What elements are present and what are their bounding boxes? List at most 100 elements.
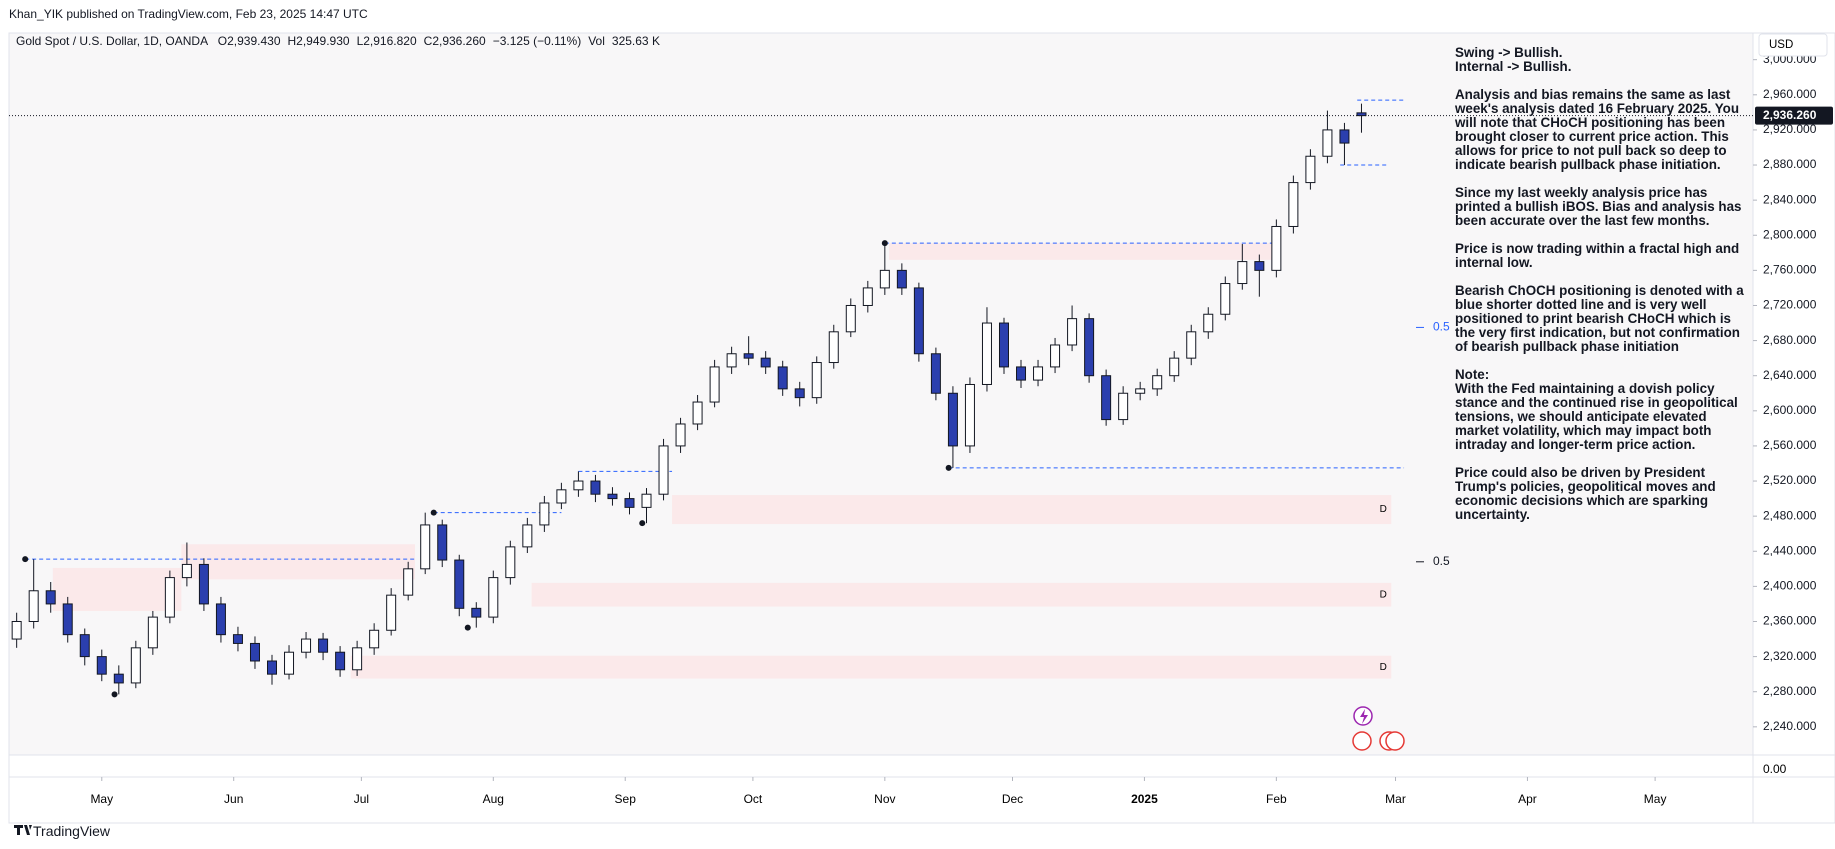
y-tick-label: 2,800.000 <box>1763 227 1817 241</box>
zone-label: D <box>1380 504 1387 515</box>
economic-event-icon[interactable] <box>1385 731 1405 751</box>
annotation-paragraph: Since my last weekly analysis price has … <box>1455 185 1742 228</box>
x-tick-label: Nov <box>874 792 895 806</box>
candle-body <box>454 559 465 609</box>
candle-body <box>845 304 856 333</box>
candle-body <box>675 423 686 447</box>
y-tick-label: 2,680.000 <box>1763 333 1817 347</box>
overlay: D D D 0.5 0.5 <box>9 99 1753 698</box>
y-tick-label: 2,480.000 <box>1763 508 1817 522</box>
candle-body <box>505 546 516 579</box>
x-tick-label: Mar <box>1385 792 1406 806</box>
candle-body <box>471 607 482 618</box>
y-tick-label: 2,880.000 <box>1763 157 1817 171</box>
candle-body <box>1288 182 1299 227</box>
candle-body <box>522 524 533 548</box>
x-tick-label: Oct <box>744 792 763 806</box>
ohlc-item: 2,916.820 <box>363 34 417 48</box>
candle-body <box>1050 344 1061 368</box>
candle-body <box>164 577 175 618</box>
candle-body <box>539 502 550 526</box>
candle-body <box>301 638 312 653</box>
zone <box>181 544 415 580</box>
zone <box>889 243 1275 260</box>
publisher: Khan_YIK published on TradingView.com, F… <box>9 7 368 21</box>
ohlc: O2,939.430 H2,949.930 L2,916.820 C2,936.260… <box>211 34 660 48</box>
ohlc-item: −3.125 (−0.11%) <box>492 34 582 48</box>
y-tick-label: 2,600.000 <box>1763 403 1817 417</box>
candle-body <box>811 362 822 399</box>
tv-logo <box>14 825 32 835</box>
y-tick-label: 2,640.000 <box>1763 368 1817 382</box>
annotation-paragraph: Swing -> Bullish. Internal -> Bullish. <box>1455 45 1572 74</box>
annotation: Swing -> Bullish. Internal -> Bullish. An… <box>1455 46 1751 536</box>
candle-body <box>1033 366 1044 381</box>
candle-body <box>28 590 39 622</box>
candle-body <box>1271 225 1282 271</box>
ohlc-item: 325.63 K <box>611 34 660 48</box>
candle-body <box>1322 129 1333 157</box>
candle-body <box>760 357 771 368</box>
candle-body <box>964 383 975 447</box>
event-icon-glyph <box>1360 709 1368 724</box>
y-tick-label: 2,760.000 <box>1763 263 1817 277</box>
swing-point <box>22 556 29 563</box>
y-tick-label: 2,720.000 <box>1763 298 1817 312</box>
candle-body <box>1254 261 1265 271</box>
candle-body <box>113 673 124 684</box>
candle-body <box>743 353 754 359</box>
last-price-tag <box>1755 106 1833 125</box>
fib-label: 0.5 <box>1433 554 1450 568</box>
candle-body <box>62 603 73 636</box>
candle-body <box>335 651 346 671</box>
zone-label: D <box>1380 662 1387 673</box>
x-tick-label: May <box>1644 792 1667 806</box>
last-price-label: 2,936.260 <box>1763 108 1817 122</box>
zone <box>350 655 1392 679</box>
candle-body <box>896 269 907 289</box>
annotation-paragraph: Note: With the Fed maintaining a dovish … <box>1455 367 1738 452</box>
candle-body <box>573 480 584 491</box>
candle-body <box>96 656 107 675</box>
x-tick-label: Feb <box>1266 792 1287 806</box>
candle-body <box>1067 318 1078 346</box>
zone-label: D <box>1380 589 1387 600</box>
candle-body <box>147 616 158 649</box>
volume-axis-label: 0.00 <box>1763 762 1787 776</box>
candle-body <box>11 620 22 640</box>
candle-body <box>947 392 958 447</box>
candle-body <box>1339 129 1350 144</box>
candle-body <box>862 287 873 306</box>
candle-body <box>1356 112 1367 117</box>
annotation-paragraph: Price is now trading within a fractal hi… <box>1455 241 1740 270</box>
ohlc-item: 2,939.430 <box>227 34 281 48</box>
candle-body <box>1152 375 1163 390</box>
fib-label: 0.5 <box>1433 320 1450 334</box>
candle-body <box>1220 283 1231 315</box>
zone <box>672 495 1392 525</box>
chart-title: Gold Spot / U.S. Dollar, 1D, OANDA <box>16 34 208 48</box>
candle-body <box>624 498 635 508</box>
ohlc-item: C <box>423 34 433 48</box>
zone <box>531 582 1392 607</box>
x-tick-label: 2025 <box>1131 792 1158 806</box>
y-tick-label: 2,840.000 <box>1763 192 1817 206</box>
y-tick-label: 2,960.000 <box>1763 87 1817 101</box>
y-tick-label: 2,920.000 <box>1763 122 1817 136</box>
candle-body <box>79 634 90 658</box>
ohlc-item: O <box>217 34 228 48</box>
candle-body <box>386 594 397 631</box>
candle-body <box>641 493 652 508</box>
ohlc-item: Vol <box>588 34 605 48</box>
candle-body <box>130 647 141 684</box>
candle-body <box>1305 155 1316 184</box>
candle-body <box>284 651 295 675</box>
candle-body <box>215 603 226 636</box>
economic-event-icon[interactable] <box>1352 731 1372 751</box>
y-tick-label: 2,440.000 <box>1763 543 1817 557</box>
candle-body <box>437 524 448 561</box>
x-tick-label: Jun <box>224 792 243 806</box>
x-tick-label: May <box>90 792 113 806</box>
